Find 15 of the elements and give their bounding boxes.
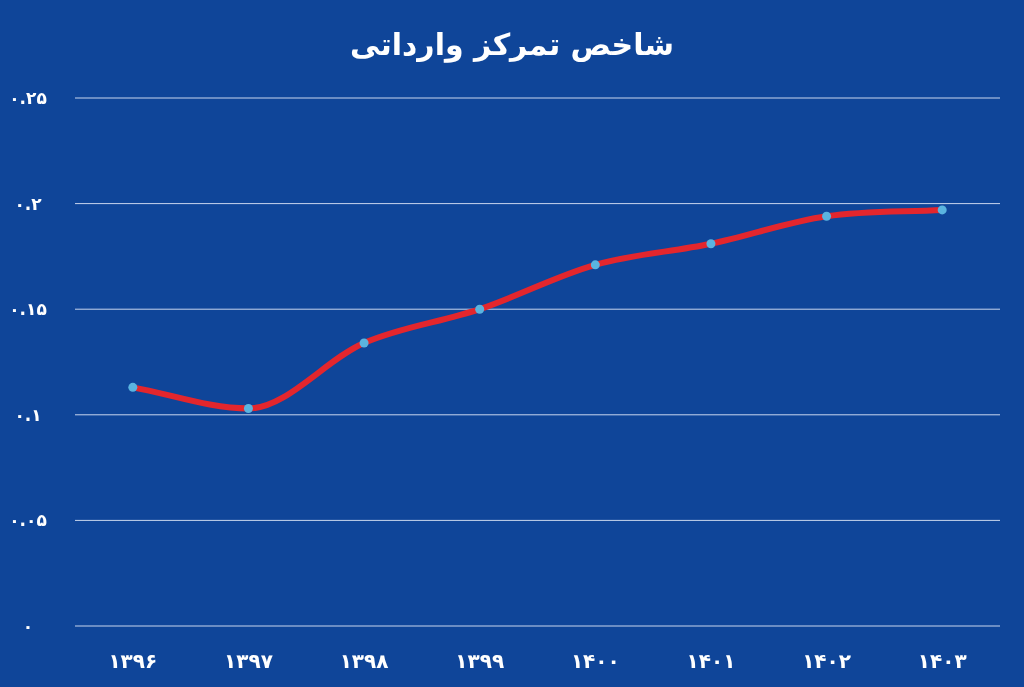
x-tick-label: ۱۳۹۸ <box>339 649 389 673</box>
y-tick-label: ۰.۱۵ <box>9 299 47 320</box>
chart-title: شاخص تمرکز وارداتی <box>350 27 674 63</box>
x-tick-label: ۱۴۰۲ <box>802 649 851 673</box>
y-tick-label: ۰.۱ <box>14 404 42 425</box>
x-tick-label: ۱۴۰۳ <box>917 649 967 673</box>
x-tick-label: ۱۳۹۶ <box>108 649 158 673</box>
x-tick-label: ۱۳۹۷ <box>224 649 273 673</box>
x-tick-label: ۱۴۰۱ <box>686 649 736 673</box>
y-tick-label: ۰.۲۵ <box>9 88 47 108</box>
x-tick-label: ۱۴۰۰ <box>570 649 620 673</box>
y-tick-label: ۰.۲ <box>14 193 43 214</box>
y-tick-label: ۰ <box>22 616 34 636</box>
y-tick-label: ۰.۰۵ <box>9 510 47 531</box>
x-tick-label: ۱۳۹۹ <box>455 649 505 673</box>
